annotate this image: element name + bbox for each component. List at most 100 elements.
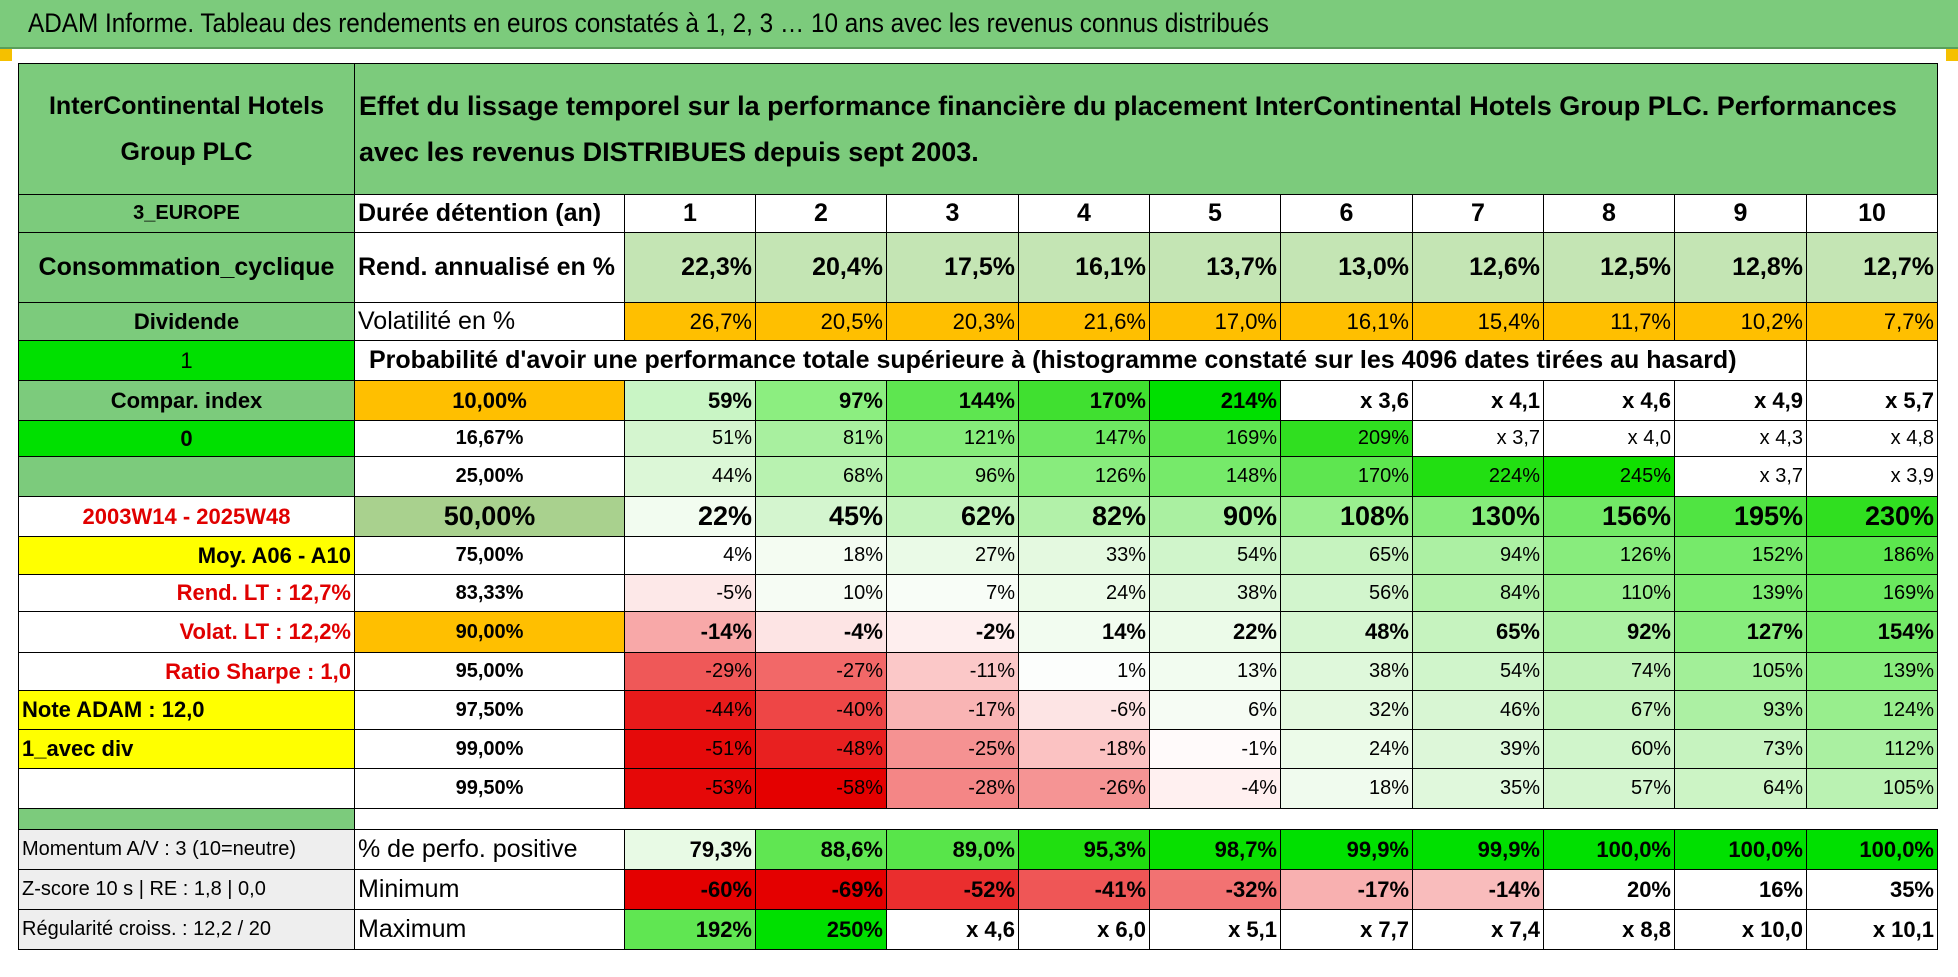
bottom-cell: 99,9% — [1280, 829, 1413, 870]
prob-cell: -17% — [886, 690, 1019, 730]
bottom-cell: x 7,4 — [1412, 909, 1544, 950]
probability-title-row: 1 Probabilité d'avoir une performance to… — [18, 340, 1938, 381]
prob-cell: 67% — [1543, 690, 1675, 730]
rend-cell: 20,4% — [755, 232, 887, 303]
prob-cell: 51% — [624, 420, 756, 457]
sector-label: Consommation_cyclique — [18, 232, 355, 303]
rend-cell: 13,7% — [1149, 232, 1281, 303]
prob-cell: 92% — [1543, 611, 1675, 653]
prob-cell: 27% — [886, 536, 1019, 575]
minimum-row: Z-score 10 s | RE : 1,8 | 0,0 Minimum -6… — [18, 869, 1938, 910]
prob-row: Volat. LT : 12,2% 90,00% -14% -4% -2% 14… — [18, 611, 1938, 653]
prob-cell: 93% — [1674, 690, 1807, 730]
prob-cell: 214% — [1149, 380, 1281, 421]
prob-cell: 126% — [1018, 456, 1150, 497]
empty-label-cell — [18, 768, 355, 809]
volatility-row: Dividende Volatilité en % 26,7% 20,5% 20… — [18, 302, 1938, 341]
bottom-cell: 100,0% — [1806, 829, 1938, 870]
prob-level: 99,00% — [354, 729, 625, 769]
prob-cell: -51% — [624, 729, 756, 769]
prob-cell: 139% — [1806, 652, 1938, 691]
prob-cell: x 4,6 — [1543, 380, 1675, 421]
prob-cell: -27% — [755, 652, 887, 691]
year-5: 5 — [1149, 194, 1281, 233]
prob-cell: 65% — [1280, 536, 1413, 575]
corner-marker-left — [0, 49, 12, 61]
prob-cell: 156% — [1543, 496, 1675, 537]
prob-level: 95,00% — [354, 652, 625, 691]
bottom-cell: -17% — [1280, 869, 1413, 910]
prob-cell: 121% — [886, 420, 1019, 457]
prob-cell: 110% — [1543, 574, 1675, 612]
prob-cell: 65% — [1412, 611, 1544, 653]
prob-cell: 170% — [1018, 380, 1150, 421]
prob-cell: x 4,8 — [1806, 420, 1938, 457]
prob-cell: 4% — [624, 536, 756, 575]
prob-cell: 33% — [1018, 536, 1150, 575]
sharpe-label: Ratio Sharpe : 1,0 — [18, 652, 355, 691]
type-label: Dividende — [18, 302, 355, 341]
prob-level: 75,00% — [354, 536, 625, 575]
flag-0: 0 — [18, 420, 355, 457]
regularite-label: Régularité croiss. : 12,2 / 20 — [18, 909, 355, 950]
rend-cell: 12,6% — [1412, 232, 1544, 303]
prob-cell: 56% — [1280, 574, 1413, 612]
prob-cell: x 3,7 — [1412, 420, 1544, 457]
prob-cell: 130% — [1412, 496, 1544, 537]
compar-index-label: Compar. index — [18, 380, 355, 421]
prob-cell: x 3,6 — [1280, 380, 1413, 421]
prob-level: 16,67% — [354, 420, 625, 457]
prob-level: 50,00% — [354, 496, 625, 537]
prob-cell: 169% — [1149, 420, 1281, 457]
bottom-cell: x 5,1 — [1149, 909, 1281, 950]
prob-level: 10,00% — [354, 380, 625, 421]
prob-cell: 112% — [1806, 729, 1938, 769]
prob-row: 1_avec div 99,00% -51% -48% -25% -18% -1… — [18, 729, 1938, 769]
year-1: 1 — [624, 194, 756, 233]
prob-cell: 48% — [1280, 611, 1413, 653]
volatility-label: Volatilité en % — [354, 302, 625, 341]
bottom-cell: x 6,0 — [1018, 909, 1150, 950]
volat-lt-label: Volat. LT : 12,2% — [18, 611, 355, 653]
prob-cell: 18% — [755, 536, 887, 575]
volat-cell: 21,6% — [1018, 302, 1150, 341]
prob-cell: -40% — [755, 690, 887, 730]
prob-cell: -4% — [1149, 768, 1281, 809]
prob-cell: -26% — [1018, 768, 1150, 809]
year-2: 2 — [755, 194, 887, 233]
prob-cell: 139% — [1674, 574, 1807, 612]
volat-cell: 26,7% — [624, 302, 756, 341]
prob-cell: x 3,9 — [1806, 456, 1938, 497]
prob-cell: 60% — [1543, 729, 1675, 769]
prob-cell: 73% — [1674, 729, 1807, 769]
empty-label-cell — [18, 456, 355, 497]
prob-cell: 195% — [1674, 496, 1807, 537]
prob-level: 90,00% — [354, 611, 625, 653]
prob-cell: 245% — [1543, 456, 1675, 497]
momentum-label: Momentum A/V : 3 (10=neutre) — [18, 829, 355, 870]
prob-cell: 24% — [1018, 574, 1150, 612]
bottom-cell: 250% — [755, 909, 887, 950]
prob-cell: 169% — [1806, 574, 1938, 612]
volat-cell: 20,5% — [755, 302, 887, 341]
prob-level: 97,50% — [354, 690, 625, 730]
prob-cell: -14% — [624, 611, 756, 653]
rend-cell: 12,5% — [1543, 232, 1675, 303]
prob-cell: 154% — [1806, 611, 1938, 653]
prob-cell: 64% — [1674, 768, 1807, 809]
region-label: 3_EUROPE — [18, 194, 355, 233]
prob-cell: 45% — [755, 496, 887, 537]
volat-cell: 7,7% — [1806, 302, 1938, 341]
prob-cell: 105% — [1674, 652, 1807, 691]
zscore-label: Z-score 10 s | RE : 1,8 | 0,0 — [18, 869, 355, 910]
prob-row: Moy. A06 - A10 75,00% 4% 18% 27% 33% 54%… — [18, 536, 1938, 575]
year-10: 10 — [1806, 194, 1938, 233]
prob-cell: x 5,7 — [1806, 380, 1938, 421]
prob-cell: 38% — [1149, 574, 1281, 612]
bottom-cell: 35% — [1806, 869, 1938, 910]
prob-row: Rend. LT : 12,7% 83,33% -5% 10% 7% 24% 3… — [18, 574, 1938, 612]
prob-cell: 68% — [755, 456, 887, 497]
prob-cell: 147% — [1018, 420, 1150, 457]
spacer-empty — [354, 808, 1938, 830]
prob-cell: -53% — [624, 768, 756, 809]
